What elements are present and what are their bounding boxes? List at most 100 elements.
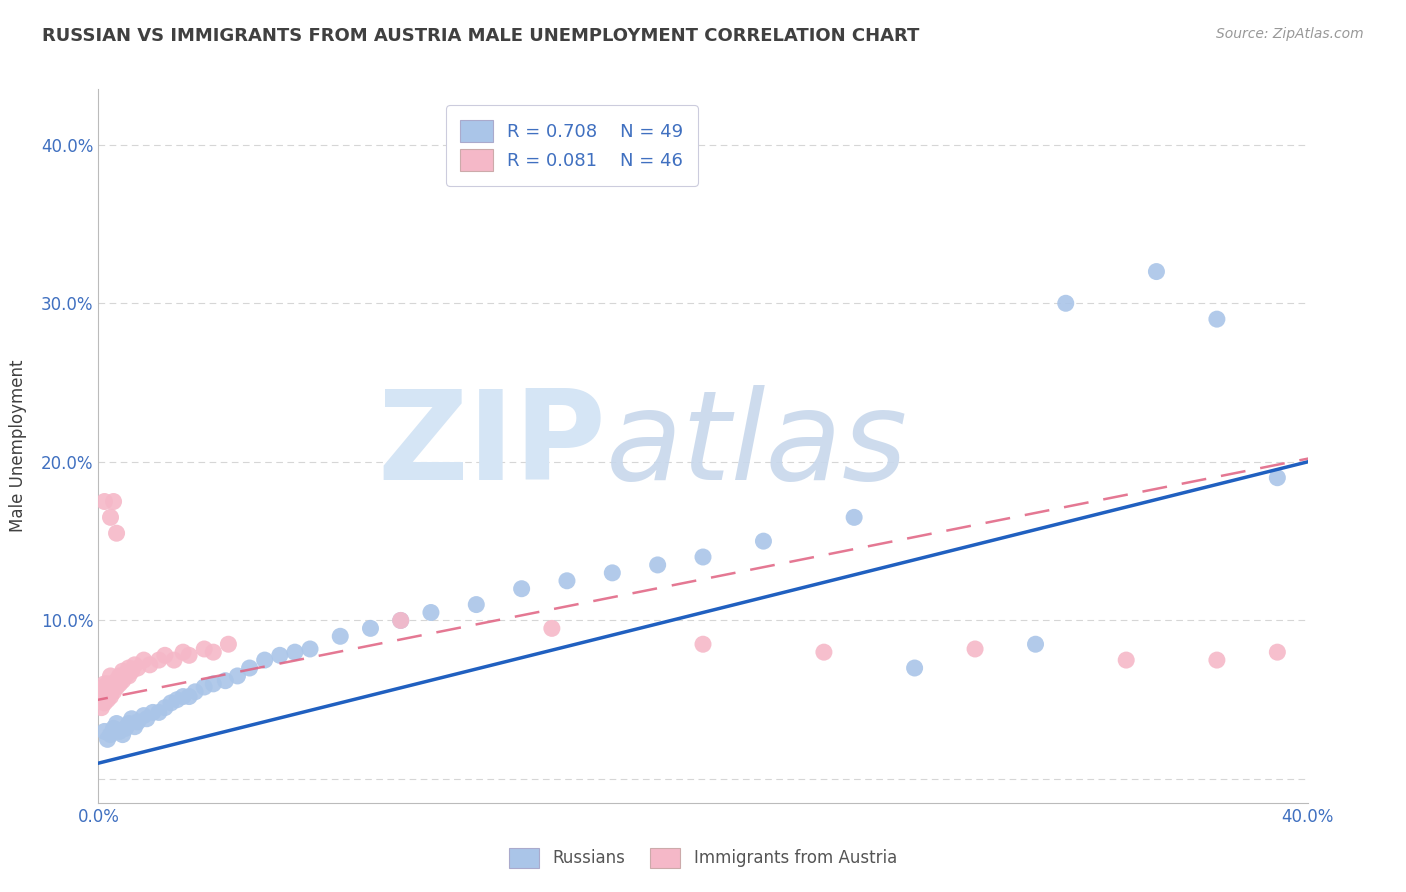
Point: [1115, 653, 1137, 667]
Text: atlas: atlas: [606, 385, 908, 507]
Point: [127, 714, 149, 729]
Point: [160, 696, 183, 710]
Point: [105, 680, 128, 694]
Point: [540, 621, 562, 635]
Point: [108, 677, 131, 691]
Point: [813, 645, 835, 659]
Point: [602, 566, 624, 580]
Point: [510, 582, 533, 596]
Point: [103, 494, 125, 508]
Point: [90, 700, 112, 714]
Point: [253, 653, 276, 667]
Point: [93, 494, 115, 508]
Point: [118, 661, 141, 675]
Text: ZIP: ZIP: [378, 385, 606, 507]
Point: [103, 685, 125, 699]
Point: [172, 645, 194, 659]
Point: [111, 728, 134, 742]
Point: [1267, 471, 1289, 485]
Point: [269, 648, 291, 663]
Point: [692, 549, 714, 564]
Point: [96, 692, 118, 706]
Point: [93, 677, 115, 691]
Point: [1206, 653, 1229, 667]
Legend: R = 0.708    N = 49, R = 0.081    N = 46: R = 0.708 N = 49, R = 0.081 N = 46: [446, 105, 697, 186]
Point: [647, 558, 669, 572]
Point: [179, 690, 201, 704]
Point: [114, 721, 136, 735]
Point: [217, 637, 239, 651]
Point: [153, 700, 176, 714]
Point: [329, 629, 352, 643]
Point: [1024, 637, 1046, 651]
Point: [93, 688, 115, 702]
Point: [752, 534, 775, 549]
Point: [118, 669, 141, 683]
Point: [132, 653, 155, 667]
Point: [239, 661, 262, 675]
Point: [105, 526, 128, 541]
Point: [172, 690, 194, 704]
Point: [139, 657, 162, 672]
Point: [692, 637, 714, 651]
Point: [193, 642, 215, 657]
Point: [96, 732, 118, 747]
Point: [90, 685, 112, 699]
Point: [420, 606, 443, 620]
Point: [100, 680, 122, 694]
Point: [193, 680, 215, 694]
Point: [163, 653, 186, 667]
Point: [111, 664, 134, 678]
Point: [93, 696, 115, 710]
Point: [100, 510, 122, 524]
Point: [132, 708, 155, 723]
Point: [284, 645, 307, 659]
Point: [121, 664, 143, 678]
Point: [389, 614, 412, 628]
Point: [124, 657, 146, 672]
Point: [142, 706, 165, 720]
Point: [148, 653, 170, 667]
Point: [127, 661, 149, 675]
Point: [844, 510, 866, 524]
Text: RUSSIAN VS IMMIGRANTS FROM AUSTRIA MALE UNEMPLOYMENT CORRELATION CHART: RUSSIAN VS IMMIGRANTS FROM AUSTRIA MALE …: [42, 27, 920, 45]
Point: [100, 690, 122, 704]
Point: [135, 712, 157, 726]
Legend: Russians, Immigrants from Austria: Russians, Immigrants from Austria: [502, 841, 904, 875]
Y-axis label: Male Unemployment: Male Unemployment: [10, 359, 27, 533]
Point: [105, 673, 128, 688]
Point: [96, 685, 118, 699]
Point: [184, 685, 207, 699]
Point: [93, 680, 115, 694]
Point: [111, 673, 134, 688]
Point: [360, 621, 382, 635]
Point: [108, 669, 131, 683]
Point: [90, 692, 112, 706]
Point: [100, 669, 122, 683]
Point: [202, 677, 225, 691]
Point: [179, 648, 201, 663]
Point: [904, 661, 927, 675]
Point: [96, 677, 118, 691]
Point: [153, 648, 176, 663]
Point: [118, 716, 141, 731]
Point: [103, 677, 125, 691]
Point: [114, 669, 136, 683]
Point: [202, 645, 225, 659]
Point: [148, 706, 170, 720]
Point: [965, 642, 987, 657]
Point: [93, 724, 115, 739]
Point: [214, 673, 236, 688]
Point: [389, 614, 412, 628]
Point: [121, 712, 143, 726]
Point: [105, 716, 128, 731]
Point: [166, 692, 188, 706]
Point: [1267, 645, 1289, 659]
Point: [465, 598, 488, 612]
Point: [1144, 264, 1167, 278]
Point: [1206, 312, 1229, 326]
Text: Source: ZipAtlas.com: Source: ZipAtlas.com: [1216, 27, 1364, 41]
Point: [108, 724, 131, 739]
Point: [226, 669, 249, 683]
Point: [299, 642, 322, 657]
